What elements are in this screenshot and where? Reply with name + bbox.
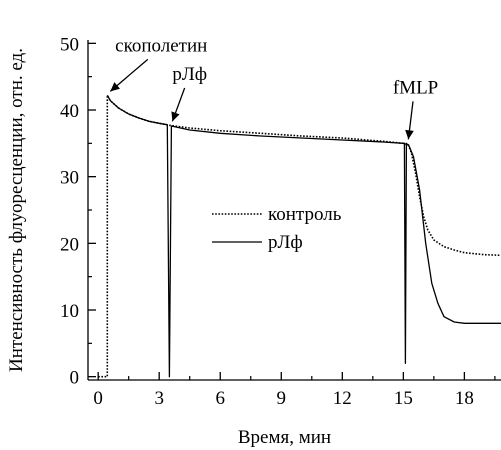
- series-layer: [98, 94, 501, 378]
- annotation-arrow-head: [110, 82, 120, 92]
- y-tick-label: 10: [60, 301, 79, 322]
- annotation-arrow-head: [405, 129, 414, 140]
- annotations-layer: скополетин рЛф fMLP: [109, 35, 438, 140]
- x-axis-ticks: 0 3 6 9 12 15 18: [93, 372, 496, 409]
- annotation-label: рЛф: [172, 64, 207, 85]
- series-line-0: [98, 94, 501, 378]
- y-axis-label: Интенсивность флуоресценции, отн. ед.: [6, 48, 27, 372]
- x-tick-label: 3: [154, 388, 164, 409]
- y-tick-label: 20: [60, 234, 79, 255]
- annotation-label: fMLP: [393, 77, 438, 98]
- x-tick-label: 15: [394, 388, 413, 409]
- annotation-arrow-head: [171, 111, 180, 122]
- legend-label-0: контроль: [268, 204, 342, 225]
- y-tick-label: 30: [60, 168, 79, 189]
- annotation-label: скополетин: [115, 35, 207, 56]
- x-tick-label: 9: [277, 388, 287, 409]
- y-tick-label: 40: [60, 101, 79, 122]
- x-tick-label: 0: [93, 388, 103, 409]
- y-tick-label: 0: [70, 368, 80, 389]
- x-tick-label: 18: [455, 388, 474, 409]
- x-axis-label: Время, мин: [238, 427, 331, 448]
- x-tick-label: 6: [215, 388, 225, 409]
- legend-label-1: рЛф: [268, 232, 303, 253]
- y-tick-label: 50: [60, 34, 79, 55]
- x-tick-label: 12: [333, 388, 352, 409]
- y-axis-ticks: 0 10 20 30 40 50: [60, 34, 96, 389]
- series-line-1: [106, 94, 501, 378]
- legend: контроль рЛф: [212, 204, 342, 253]
